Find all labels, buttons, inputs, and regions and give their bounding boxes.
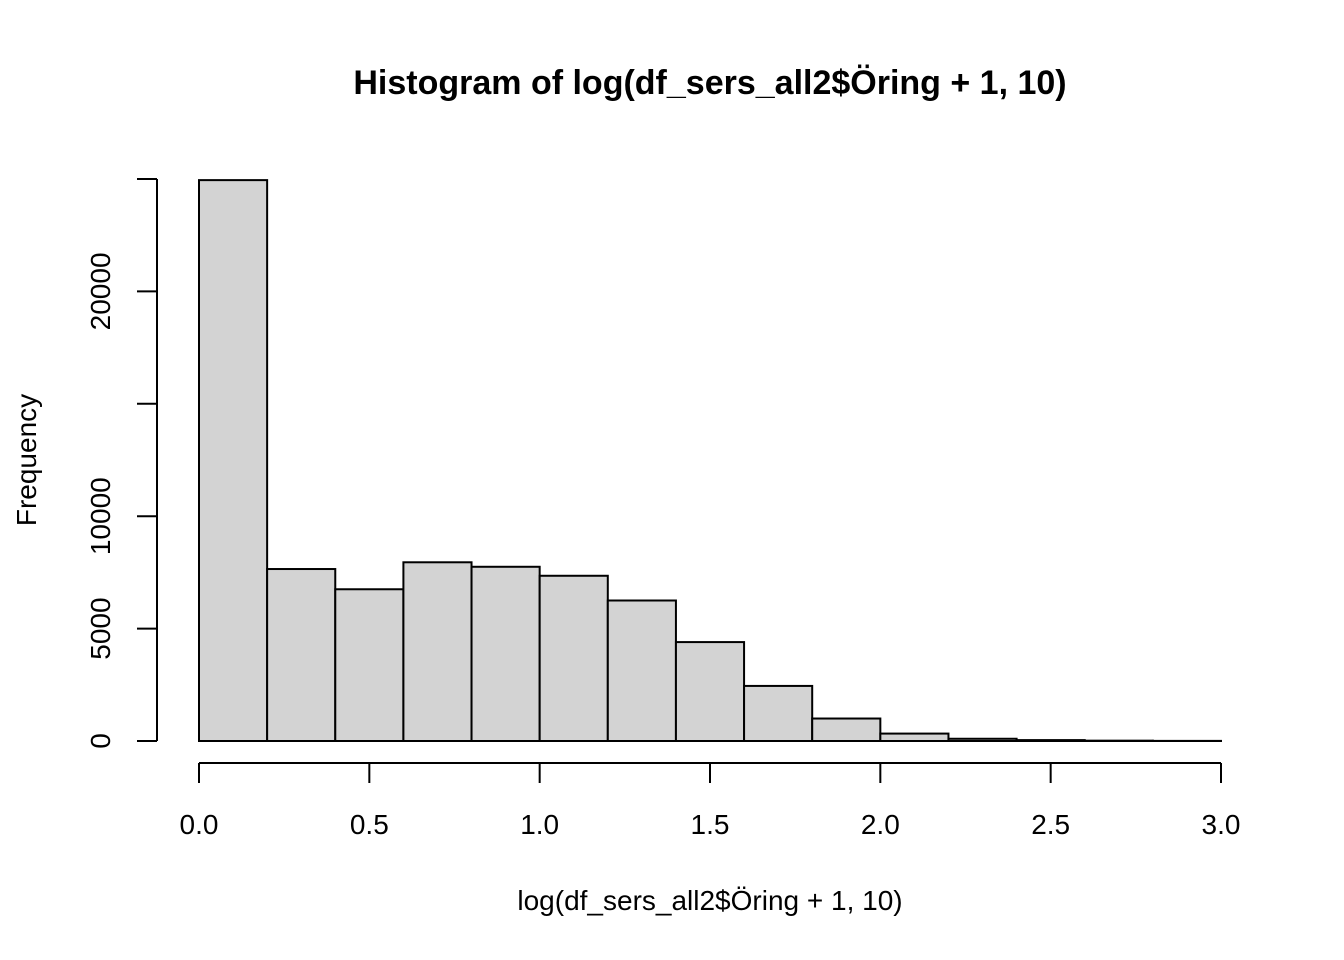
histogram-bar xyxy=(470,565,541,743)
histogram-bar xyxy=(743,684,814,743)
y-axis-label: Frequency xyxy=(11,394,42,526)
histogram-bar xyxy=(266,568,337,743)
histogram-bar xyxy=(674,641,746,743)
histogram-bar xyxy=(947,737,1018,743)
x-tick-label: 1.0 xyxy=(520,809,559,840)
y-tick-label: 5000 xyxy=(85,597,116,659)
histogram-bar xyxy=(402,561,473,742)
bars-group xyxy=(198,179,1223,743)
x-tick-label: 2.0 xyxy=(861,809,900,840)
chart-title: Histogram of log(df_sers_all2$Öring + 1,… xyxy=(353,64,1066,102)
histogram-bar xyxy=(334,588,405,743)
x-axis-label: log(df_sers_all2$Öring + 1, 10) xyxy=(517,885,902,916)
x-tick-label: 3.0 xyxy=(1202,809,1241,840)
x-tick-label: 0.0 xyxy=(180,809,219,840)
x-axis: 0.0 0.5 1.0 1.5 2.0 2.5 3.0 xyxy=(180,762,1241,840)
histogram-bar xyxy=(811,717,882,743)
x-tick-label: 2.5 xyxy=(1031,809,1070,840)
histogram-bar xyxy=(879,732,950,743)
y-tick-label: 10000 xyxy=(85,477,116,555)
y-tick-label: 0 xyxy=(85,733,116,749)
y-tick-label: 20000 xyxy=(85,252,116,330)
x-tick-label: 1.5 xyxy=(691,809,730,840)
x-tick-label: 0.5 xyxy=(350,809,389,840)
histogram-bar xyxy=(1015,739,1086,743)
histogram-bar xyxy=(606,599,677,742)
histogram-bar xyxy=(538,574,609,742)
y-axis: 0 5000 10000 20000 xyxy=(85,178,158,749)
histogram-bar xyxy=(198,179,269,742)
